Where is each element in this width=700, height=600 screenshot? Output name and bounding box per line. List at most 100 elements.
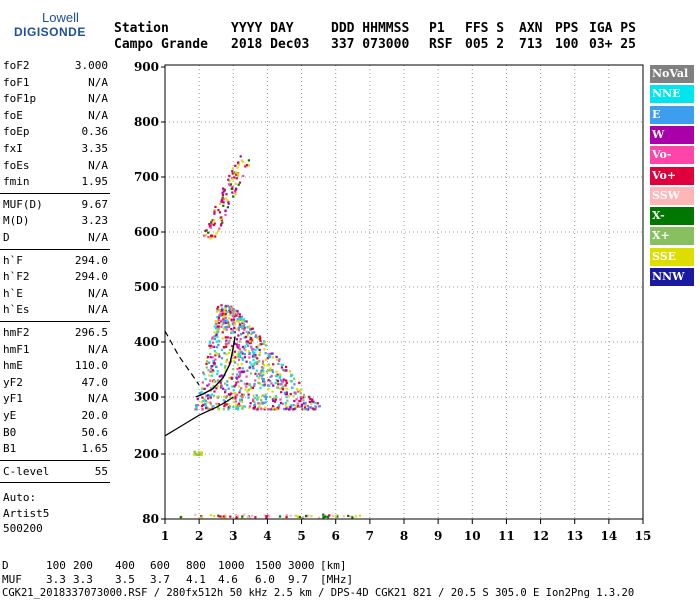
legend-item-e: E <box>650 105 694 124</box>
echo-point <box>239 338 242 341</box>
echo-point <box>232 368 235 371</box>
echo-point <box>278 404 281 407</box>
param-name: foF2 <box>3 59 30 72</box>
echo-point <box>228 323 231 327</box>
echo-point <box>241 345 245 348</box>
echo-point <box>296 387 299 391</box>
echo-point <box>231 354 234 357</box>
echo-point <box>224 345 227 348</box>
echo-point <box>261 394 264 397</box>
echo-points <box>179 155 362 519</box>
echo-point <box>217 305 220 309</box>
param-separator <box>0 482 110 484</box>
echo-point <box>304 408 307 411</box>
echo-point <box>245 320 248 323</box>
echo-point <box>282 407 286 410</box>
legend-item-noval: NoVal <box>650 65 694 83</box>
echo-point <box>216 321 220 324</box>
echo-point <box>213 331 216 334</box>
header-axn-label: AXN <box>519 21 543 36</box>
echo-point <box>262 371 265 374</box>
echo-point <box>256 398 259 401</box>
legend-item-ssw: SSW <box>650 186 694 205</box>
echo-point <box>227 393 230 396</box>
echo-point <box>211 371 214 374</box>
echo-point <box>255 369 258 372</box>
param-value: 1.95 <box>81 175 109 189</box>
echo-point <box>310 402 313 405</box>
param-value: N/A <box>88 286 108 300</box>
echo-point <box>235 403 238 407</box>
echo-point <box>235 343 238 346</box>
x-tick-label: 12 <box>532 529 549 543</box>
echo-point <box>209 514 213 517</box>
echo-point <box>271 369 274 372</box>
echo-point <box>210 223 213 226</box>
echo-point <box>228 180 231 183</box>
footer-value: 1000 <box>218 559 245 572</box>
echo-point <box>269 380 272 383</box>
param-clevel: C-level 55 <box>0 465 110 479</box>
echo-point <box>290 373 293 376</box>
echo-point <box>243 336 246 339</box>
echo-point <box>249 402 252 405</box>
echo-point <box>280 366 283 369</box>
header-p1-value: RSF <box>429 37 453 52</box>
echo-point <box>237 380 240 383</box>
echo-point <box>240 159 243 162</box>
echo-point <box>251 355 255 358</box>
param-mufd: MUF(D) 9.67 <box>0 198 110 212</box>
echo-point <box>204 404 207 407</box>
echo-point <box>225 339 228 342</box>
echo-point <box>234 395 237 398</box>
echo-point <box>210 393 214 396</box>
echo-point <box>258 351 261 354</box>
echo-point <box>342 514 345 518</box>
echo-point <box>310 400 314 403</box>
echo-point <box>247 393 250 396</box>
echo-point <box>245 330 248 333</box>
echo-point <box>226 336 229 339</box>
echo-point <box>227 326 230 329</box>
echo-point <box>225 311 228 314</box>
echo-point <box>198 452 201 455</box>
echo-point <box>249 361 252 364</box>
echo-point <box>207 397 210 400</box>
echo-point <box>222 515 225 518</box>
echo-point <box>226 199 229 202</box>
echo-point <box>236 363 239 366</box>
echo-point <box>296 402 299 405</box>
echo-point <box>263 514 266 517</box>
echo-point <box>213 337 216 341</box>
echo-point <box>263 401 266 404</box>
echo-point <box>203 398 206 401</box>
echo-point <box>252 353 255 356</box>
echo-point <box>223 310 226 313</box>
echo-point <box>258 376 261 379</box>
echo-point <box>328 514 331 517</box>
param-hmf2: hmF2 296.5 <box>0 326 110 340</box>
echo-point <box>246 382 249 385</box>
echo-point <box>241 515 244 518</box>
echo-point <box>238 367 241 370</box>
echo-point <box>235 320 238 323</box>
header-ffs-label: FFS S <box>465 21 505 36</box>
echo-point <box>304 404 307 407</box>
echo-point <box>284 379 287 382</box>
param-value: 110.0 <box>74 359 108 373</box>
echo-point <box>299 390 302 393</box>
echo-point <box>232 351 235 354</box>
echo-point <box>290 380 293 383</box>
echo-point <box>212 384 215 388</box>
echo-point <box>275 379 278 382</box>
echo-point <box>285 381 288 385</box>
echo-point <box>273 396 276 399</box>
y-tick-label: 80 <box>142 512 159 526</box>
echo-point <box>239 395 242 398</box>
echo-point <box>221 196 224 199</box>
echo-point <box>232 195 235 198</box>
header-station-value: Campo Grande <box>114 37 208 52</box>
echo-point <box>216 346 219 349</box>
echo-point <box>256 347 259 350</box>
param-hme: hmE 110.0 <box>0 359 110 373</box>
